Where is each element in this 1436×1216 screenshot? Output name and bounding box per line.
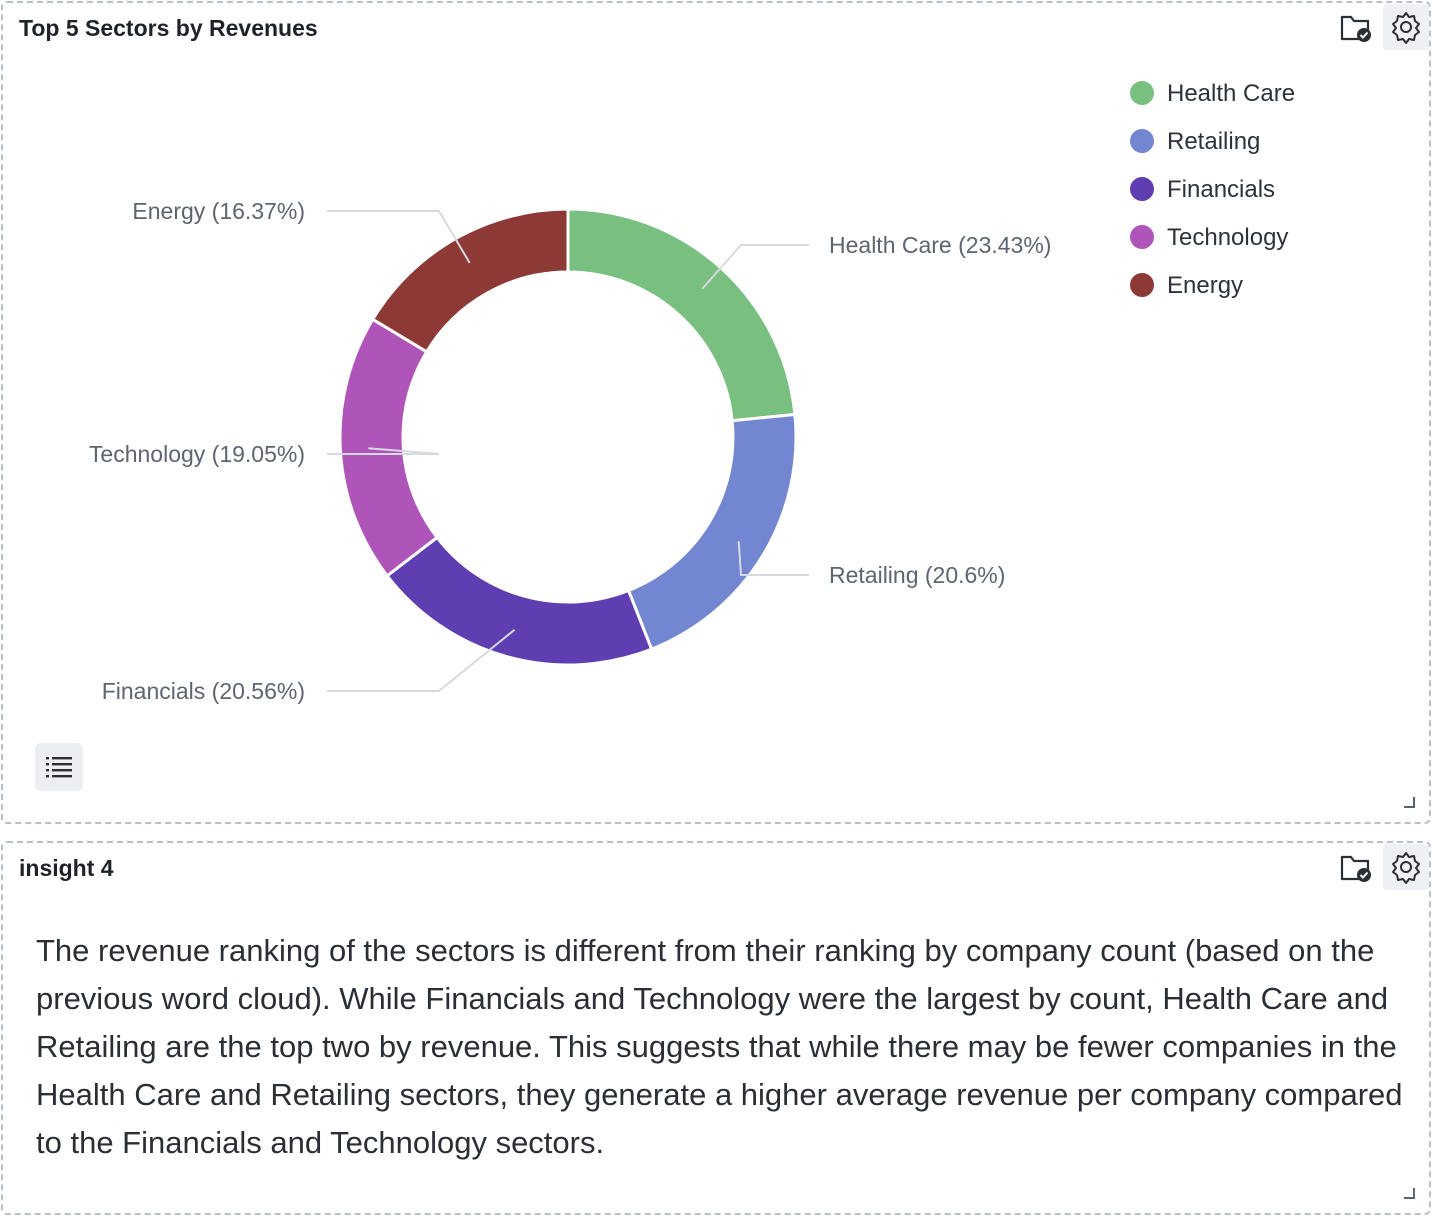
leader-line	[327, 628, 516, 692]
legend-swatch[interactable]	[1130, 273, 1154, 297]
folder-check-icon	[1340, 855, 1371, 882]
slice-data-label: Financials (20.56%)	[102, 678, 305, 704]
legend-toggle-button[interactable]	[35, 743, 83, 791]
slice-data-label: Technology (19.05%)	[89, 441, 305, 467]
pie-slice-financials[interactable]	[385, 535, 654, 667]
legend-item-financials[interactable]: Financials	[1167, 176, 1275, 203]
save-to-folder-button[interactable]	[1333, 844, 1379, 890]
slice-data-label: Energy (16.37%)	[132, 198, 305, 224]
leader-line	[327, 210, 471, 264]
pie-slice-energy[interactable]	[370, 207, 570, 354]
chart-panel: Top 5 Sectors by Revenues Health Care (2…	[1, 1, 1431, 824]
leader-line	[701, 244, 809, 290]
legend-swatch[interactable]	[1130, 81, 1154, 105]
list-icon	[46, 757, 72, 778]
resize-handle-icon[interactable]	[1404, 1188, 1415, 1199]
insight-panel-title: insight 4	[19, 855, 114, 881]
folder-check-icon	[1340, 15, 1371, 42]
insight-text: The revenue ranking of the sectors is di…	[36, 933, 1403, 1160]
legend-item-health-care[interactable]: Health Care	[1167, 80, 1295, 107]
legend-swatch[interactable]	[1130, 129, 1154, 153]
legend-item-technology[interactable]: Technology	[1167, 224, 1288, 251]
gear-icon	[1392, 852, 1420, 884]
resize-handle-icon[interactable]	[1404, 797, 1415, 808]
pie-slice-technology[interactable]	[338, 317, 440, 578]
pie-slice-retailing[interactable]	[626, 412, 798, 652]
chart-panel-title: Top 5 Sectors by Revenues	[19, 15, 318, 41]
legend-swatch[interactable]	[1130, 177, 1154, 201]
legend-swatch[interactable]	[1130, 225, 1154, 249]
settings-button[interactable]	[1383, 844, 1429, 890]
save-to-folder-button[interactable]	[1333, 4, 1379, 50]
slice-data-label: Health Care (23.43%)	[829, 232, 1051, 258]
insight-panel: insight 4 The revenue ranking of the sec…	[1, 841, 1431, 1215]
gear-icon	[1392, 12, 1420, 44]
slice-data-label: Retailing (20.6%)	[829, 562, 1005, 588]
leader-line	[737, 541, 809, 576]
legend-item-energy[interactable]: Energy	[1167, 272, 1243, 299]
donut-chart: Health Care (23.43%) Retailing (20.6%) Fin…	[89, 80, 1295, 704]
settings-button[interactable]	[1383, 4, 1429, 50]
legend-item-retailing[interactable]: Retailing	[1167, 128, 1260, 155]
leader-line	[327, 447, 440, 455]
pie-slice-health-care[interactable]	[566, 207, 797, 423]
